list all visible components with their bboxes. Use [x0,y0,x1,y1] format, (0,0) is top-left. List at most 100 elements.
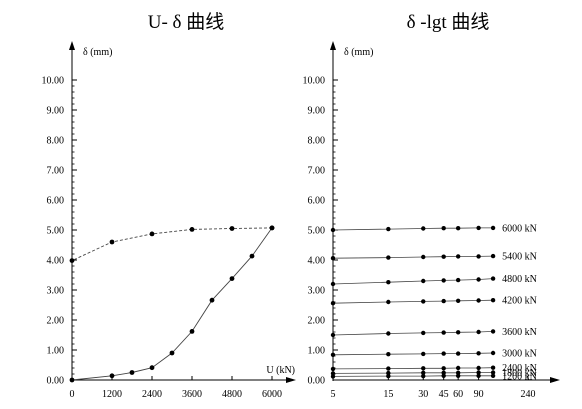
right-x-tick-label: 15 [383,389,393,400]
left-data-point [229,226,235,231]
right-data-point [476,277,481,282]
right-x-tick-label: 90 [474,389,484,400]
left-y-tick-label: 4.00 [47,256,65,267]
right-series-line [332,375,494,377]
right-data-point [441,278,446,283]
right-x-tick-label: 60 [453,389,463,400]
left-y-tick-label: 0.00 [47,376,65,387]
left-y-tick-label: 7.00 [47,166,65,177]
left-data-point [69,377,75,383]
left-data-point [149,231,155,237]
left-data-point [189,329,195,334]
left-y-tick-label: 5.00 [47,226,65,237]
right-data-point [441,373,446,378]
right-series-line [332,331,494,336]
right-data-point [421,330,426,336]
right-data-point [441,254,446,259]
right-x-tick-label: 5 [331,389,336,400]
right-chart-title: δ -lgt 曲线 [407,11,490,33]
right-data-point [490,225,496,231]
right-data-point [455,254,461,259]
right-data-point [476,365,481,371]
right-data-point [386,331,391,336]
right-y-tick-label: 2.00 [308,316,326,327]
left-y-axis-arrow [69,41,75,50]
right-data-point [455,298,461,303]
left-y-tick-label: 9.00 [47,106,65,117]
right-data-point [330,352,336,357]
left-data-point [109,373,115,379]
right-data-point [421,351,426,357]
right-data-point [476,373,481,378]
right-series-line [332,352,494,356]
left-data-point [229,276,235,281]
left-data-point [109,239,115,245]
right-series-line [332,227,494,231]
right-data-point [386,366,391,371]
right-series-label: 3000 kN [502,349,537,360]
right-x-tick-label: 45 [439,389,449,400]
left-x-tick-label: 4800 [222,389,242,400]
left-y-tick-label: 1.00 [47,346,65,357]
left-data-point [189,227,195,232]
right-data-point [421,226,426,231]
right-data-point [455,330,461,335]
right-y-tick-label: 7.00 [308,166,326,177]
left-y-tick-label: 6.00 [47,196,65,207]
right-y-axis-arrow [330,41,336,50]
right-data-point [490,373,496,378]
right-x-tick-label: 30 [418,389,428,400]
right-data-point [421,366,426,371]
left-x-tick-label: 0 [70,389,75,400]
right-data-point [386,352,391,357]
right-y-axis-label: δ (mm) [344,47,373,58]
right-data-point [455,365,461,371]
left-loading-curve [71,227,273,381]
right-series-label: 6000 kN [502,223,537,234]
right-y-tick-label: 0.00 [308,376,326,387]
right-data-point [476,298,481,303]
right-series-line [332,255,494,259]
right-series-label: 1800 kN [502,368,537,379]
left-y-tick-label: 10.00 [42,76,65,87]
right-data-point [330,332,336,338]
left-data-point [269,225,275,231]
right-data-point [421,299,426,304]
left-y-tick-label: 3.00 [47,286,65,297]
right-series-line [332,372,494,374]
right-y-tick-label: 3.00 [308,286,326,297]
left-chart-title: U- δ 曲线 [148,11,225,33]
right-data-point [490,329,496,334]
right-series-line [332,367,494,370]
right-series-label: 2400 kN [502,363,537,374]
right-series-line [332,299,494,304]
right-data-point [455,226,461,231]
left-data-point [249,253,255,259]
right-data-point [421,370,426,375]
right-data-point [441,298,446,304]
right-data-point [476,225,481,231]
right-series-label: 3600 kN [502,327,537,338]
right-data-point [490,370,496,375]
right-data-point [386,299,391,305]
left-data-point [169,350,175,356]
right-data-point [490,298,496,303]
right-data-point [386,226,391,232]
right-data-point [421,373,426,379]
right-data-point [330,281,336,287]
left-data-point [209,297,215,303]
right-data-point [490,253,496,259]
right-data-point [386,280,391,285]
right-y-tick-label: 9.00 [308,106,326,117]
right-y-tick-label: 5.00 [308,226,326,237]
left-x-tick-label: 3600 [182,389,202,400]
right-data-point [455,351,461,356]
right-data-point [476,329,481,335]
left-unloading-curve [71,227,273,262]
right-data-point [455,373,461,378]
right-data-point [490,365,496,370]
right-data-point [476,370,481,375]
right-series-label: 1200 kN [502,371,537,382]
